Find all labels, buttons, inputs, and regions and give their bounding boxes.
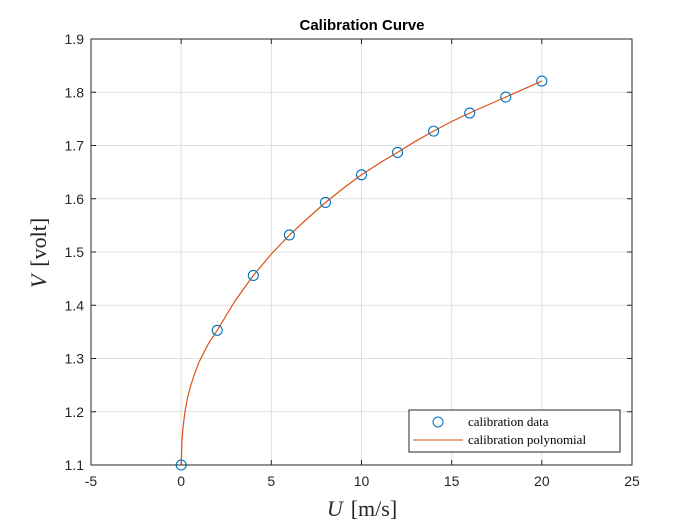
data-point-calibration-data [283,229,295,241]
y-tick-label: 1.8 [65,84,85,100]
y-tick-label: 1.9 [65,31,85,47]
x-axis-label: U [m/s] [327,496,397,521]
chart-title: Calibration Curve [299,17,424,34]
y-tick-label: 1.3 [65,351,85,367]
series-line-calibration-polynomial [180,80,543,466]
x-tick-label: 15 [444,473,460,489]
legend-box [408,409,621,453]
tick-labels: -5 0 5 10 15 20 25 1.1 1.2 1.3 1.4 1.5 1.6 1.7 1.8 1.9 [65,31,640,489]
data-point-calibration-data [319,196,331,209]
x-tick-label: -5 [85,473,98,489]
series-layer [175,75,548,471]
y-axis-label: V [volt] [26,218,51,288]
legend-label-calibration-polynomial: calibration polynomial [468,432,586,447]
y-tick-label: 1.5 [65,244,85,260]
data-point-calibration-data [355,169,368,181]
data-point-calibration-data [428,125,440,137]
y-tick-label: 1.1 [65,457,85,473]
legend-label-calibration-data: calibration data [468,414,549,429]
data-point-calibration-data [500,91,512,103]
legend: calibration data calibration polynomial [408,409,621,453]
y-tick-label: 1.4 [65,297,85,313]
x-axis-unit: [m/s] [351,496,397,521]
plot-frame [90,38,633,466]
data-point-calibration-data [464,107,476,119]
y-tick-label: 1.2 [65,404,85,420]
data-point-calibration-data [536,75,548,87]
data-point-calibration-data [247,269,259,281]
legend-marker-calibration-data [432,416,444,428]
y-axis-variable: V [26,272,51,288]
data-point-calibration-data [392,146,404,158]
x-tick-label: 20 [534,473,550,489]
x-tick-label: 25 [624,473,640,489]
x-tick-label: 5 [267,473,275,489]
y-tick-label: 1.7 [65,138,85,154]
y-tick-label: 1.6 [65,191,85,207]
x-tick-label: 0 [177,473,185,489]
data-point-calibration-data [211,324,223,336]
y-axis-unit: [volt] [26,218,51,267]
x-axis-variable: U [327,496,345,521]
x-tick-label: 10 [354,473,370,489]
